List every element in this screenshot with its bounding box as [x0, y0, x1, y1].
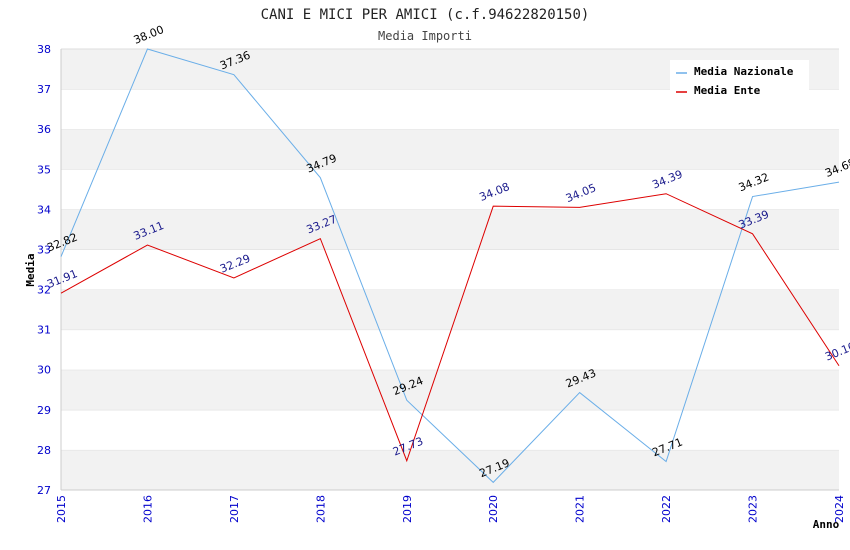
grid-band [61, 249, 839, 290]
y-tick-label: 32 [37, 284, 51, 297]
y-tick-label: 38 [37, 43, 51, 56]
grid-band [61, 449, 839, 490]
legend-box [670, 60, 809, 101]
x-tick-label: 2021 [574, 495, 587, 523]
y-tick-label: 29 [37, 404, 51, 417]
data-label: 38.00 [132, 23, 166, 47]
chart-title: CANI E MICI PER AMICI (c.f.94622820150) [261, 7, 590, 23]
grid-band [61, 369, 839, 410]
legend-label-nazionale: Media Nazionale [694, 65, 794, 78]
x-tick-label: 2023 [747, 495, 760, 523]
x-tick-label: 2016 [141, 495, 154, 523]
series-line-1 [60, 193, 840, 463]
y-tick-label: 28 [37, 444, 51, 457]
x-tick-label: 2015 [55, 495, 68, 523]
legend-label-ente: Media Ente [694, 84, 761, 97]
x-tick-label: 2024 [833, 495, 846, 523]
y-tick-label: 35 [37, 163, 51, 176]
chart-subtitle: Media Importi [378, 29, 472, 43]
y-tick-label: 30 [37, 364, 51, 377]
x-tick-label: 2018 [314, 495, 327, 523]
grid-band [61, 169, 839, 210]
axes [60, 49, 839, 491]
x-tick-label: 2020 [487, 495, 500, 523]
y-axis-label: Media [24, 253, 37, 286]
series-lines [60, 48, 840, 484]
series-line-0 [60, 48, 840, 484]
y-tick-label: 37 [37, 83, 51, 96]
x-tick-label: 2017 [228, 495, 241, 523]
y-tick-label: 33 [37, 243, 51, 256]
grid-band [61, 209, 839, 250]
grid-band [61, 409, 839, 450]
y-tick-label: 34 [37, 203, 51, 216]
grid-bands [61, 48, 839, 490]
y-tick-label: 36 [37, 123, 51, 136]
grid-band [61, 329, 839, 370]
y-tick-labels: 27 28 29 30 31 32 33 34 35 36 37 38 [37, 43, 51, 497]
x-tick-label: 2019 [401, 495, 414, 523]
y-tick-label: 27 [37, 484, 51, 497]
legend: Media Nazionale Media Ente [670, 60, 809, 101]
grid-band [61, 129, 839, 170]
y-tick-label: 31 [37, 324, 51, 337]
x-tick-label: 2022 [660, 495, 673, 523]
x-axis-label: Anno [813, 518, 840, 531]
grid-band [61, 289, 839, 330]
x-tick-labels: 2015 2016 2017 2018 2019 2020 2021 2022 2023 2024 [55, 495, 846, 523]
